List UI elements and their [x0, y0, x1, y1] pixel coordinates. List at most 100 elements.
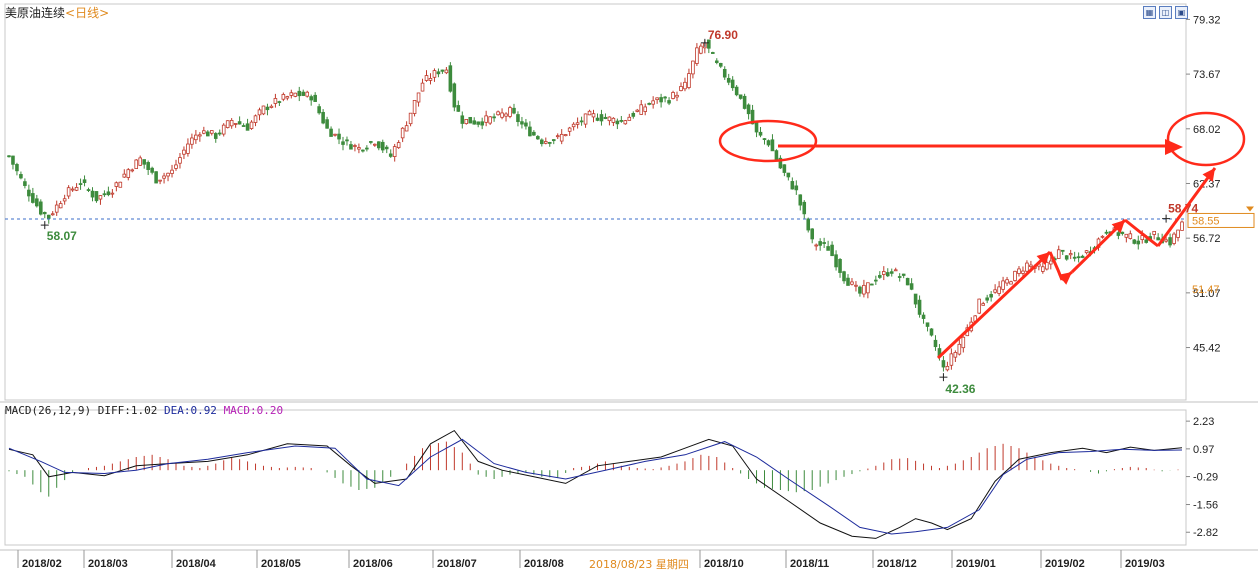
candle-body: [468, 116, 473, 124]
candle-body: [1021, 270, 1025, 274]
candle-body: [329, 128, 333, 137]
candle-body: [985, 297, 989, 301]
candle-body: [1009, 281, 1013, 285]
candle-body: [341, 141, 345, 145]
candle-body: [90, 190, 95, 198]
candle-body: [730, 79, 735, 89]
candle-body: [691, 60, 695, 75]
candle-body: [31, 193, 35, 203]
candle-body: [122, 173, 127, 178]
split-icon[interactable]: ◫: [1159, 6, 1172, 19]
candle-body: [599, 114, 604, 122]
candle-body: [373, 143, 377, 146]
candle-body: [607, 116, 612, 122]
recent-high-label: 58.74: [1168, 202, 1198, 216]
arrowhead-icon: [1058, 272, 1072, 285]
candle-body: [1120, 231, 1125, 234]
candle-body: [313, 94, 317, 102]
candle-body: [7, 155, 11, 158]
candle-body: [1080, 255, 1085, 258]
period-label[interactable]: <日线>: [65, 6, 110, 20]
candle-body: [858, 286, 862, 294]
layout-icon[interactable]: ▦: [1143, 6, 1156, 19]
candle-body: [591, 113, 596, 118]
macd-y-tick-label: -2.82: [1193, 527, 1218, 539]
candle-body: [901, 273, 906, 276]
candle-body: [782, 164, 787, 173]
candle-body: [647, 102, 651, 105]
candle-body: [345, 139, 349, 142]
candle-body: [126, 169, 131, 178]
candle-body: [492, 116, 496, 119]
candle-body: [1001, 280, 1005, 290]
candle-body: [217, 132, 222, 135]
candle-body: [798, 194, 803, 206]
candle-body: [86, 189, 91, 191]
price-marker-icon: [1246, 206, 1254, 212]
candle-body: [734, 86, 739, 96]
candle-body: [1041, 266, 1045, 272]
candle-body: [711, 52, 715, 54]
candle-body: [150, 167, 154, 173]
candle-body: [718, 62, 723, 67]
candle-body: [444, 69, 449, 74]
candle-body: [289, 92, 294, 96]
macd-value: MACD:0.20: [223, 404, 284, 417]
x-tick-label: 2019/03: [1125, 558, 1165, 570]
window-icon[interactable]: ▣: [1175, 6, 1188, 19]
candle-body: [504, 113, 508, 117]
candle-body: [436, 71, 441, 75]
candle-body: [623, 120, 628, 125]
candle-body: [1068, 253, 1073, 256]
candle-body: [528, 126, 532, 137]
candle-body: [707, 39, 711, 49]
candle-body: [456, 105, 461, 112]
candle-body: [579, 120, 584, 123]
candle-body: [39, 201, 43, 215]
candle-body: [182, 149, 186, 155]
macd-panel-frame: [4, 409, 1187, 546]
candle-body: [66, 187, 71, 197]
candle-body: [822, 242, 826, 244]
candle-body: [881, 271, 886, 275]
candle-body: [842, 271, 846, 282]
candle-body: [1116, 232, 1121, 236]
candle-body: [631, 112, 636, 117]
candle-body: [1164, 239, 1168, 242]
candle-body: [536, 136, 540, 140]
candle-body: [1013, 270, 1017, 281]
candle-body: [774, 150, 779, 161]
candle-body: [878, 275, 882, 278]
candle-body: [679, 86, 683, 92]
candle-body: [1045, 261, 1049, 270]
annotation-circle-left: [718, 119, 818, 163]
candle-body: [949, 353, 954, 366]
candle-body: [587, 110, 592, 116]
x-tick-label: 2018/10: [704, 558, 744, 570]
candle-body: [361, 149, 365, 152]
candle-body: [957, 343, 962, 355]
candle-body: [846, 277, 850, 286]
candle-body: [206, 131, 210, 137]
candle-body: [675, 94, 679, 98]
candle-body: [663, 96, 667, 99]
candle-body: [293, 92, 298, 97]
candle-body: [400, 127, 405, 139]
price-y-tick-label: 73.67: [1193, 69, 1221, 81]
candle-body: [42, 212, 47, 215]
candle-body: [221, 124, 226, 135]
candle-body: [58, 203, 63, 209]
candle-body: [305, 91, 310, 97]
candle-body: [818, 241, 822, 246]
candle-body: [78, 183, 83, 185]
candle-body: [1072, 256, 1077, 259]
candle-body: [742, 95, 747, 109]
candle-body: [285, 96, 290, 99]
candle-body: [754, 122, 759, 133]
candle-body: [229, 120, 234, 127]
candle-body: [802, 201, 807, 215]
candle-body: [35, 198, 39, 207]
x-tick-label: 2018/12: [877, 558, 917, 570]
macd-diff-line: [8, 429, 1183, 539]
candle-body: [810, 228, 815, 240]
